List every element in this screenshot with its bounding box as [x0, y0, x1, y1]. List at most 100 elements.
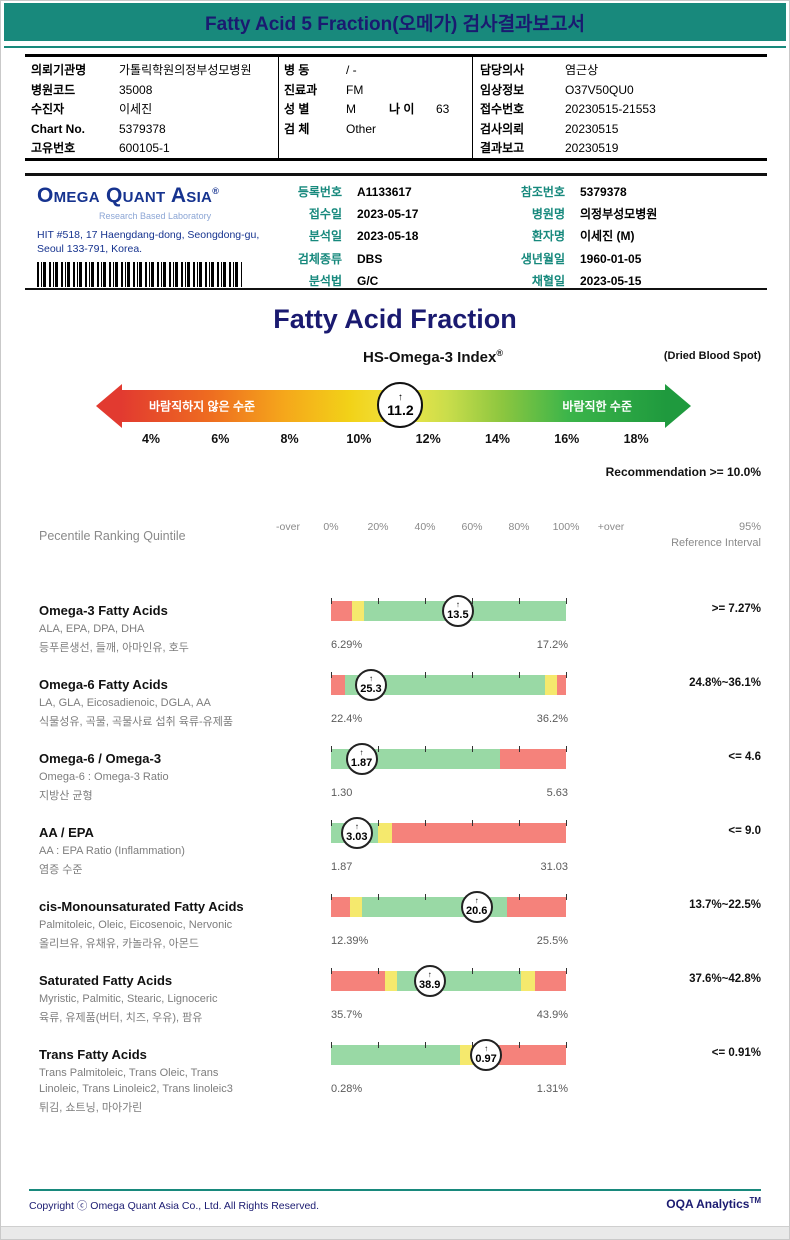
omega3-index-gauge: 바람직하지 않은 수준 바람직한 수준 ↑ 11.2 — [96, 382, 691, 428]
bar-tick — [331, 894, 332, 900]
patient-field-label: 담당의사 — [480, 63, 525, 77]
patient-field-value: / - — [346, 63, 357, 77]
lab-field-label: 환자명 — [531, 229, 565, 244]
range-max: 1.31% — [536, 1083, 568, 1095]
bar-tick — [331, 598, 332, 604]
patient-info-row: 고유번호 600105-1 — [31, 139, 271, 159]
analyte-description: 올리브유, 유채유, 카놀라유, 아몬드 — [39, 938, 200, 950]
bar-tick — [331, 746, 332, 752]
patient-info-row: 결과보고 20230519 — [480, 139, 762, 159]
analyte-components: Myristic, Palmitic, Stearic, Lignoceric — [39, 993, 218, 1005]
marker-value: 3.03 — [346, 831, 368, 843]
patient-info-row: 진료과 FM — [284, 81, 469, 101]
gauge-tick-label: 14% — [484, 432, 511, 446]
value-marker: ↑ 3.03 — [340, 817, 373, 849]
lab-field-value: 의정부성모병원 — [580, 207, 658, 222]
lab-info-row: 분석법 G/C — [280, 270, 418, 292]
gauge-tick-label: 18% — [623, 432, 649, 446]
analyte-components: Palmitoleic, Oleic, Eicosenoic, Nervonic — [39, 919, 233, 931]
patient-info-row: 성 별 M 나 이 63 — [284, 100, 469, 120]
lab-info-middle: 등록번호 A1133617 접수일 2023-05-17 분석일 2023-05-18 검체… — [280, 181, 419, 292]
bar-tick — [519, 672, 520, 678]
lab-field-value: 이세진 (M) — [580, 229, 635, 244]
patient-field-value: 35008 — [119, 82, 153, 97]
gauge-right-arrowhead — [665, 384, 691, 428]
dried-blood-spot-label: (Dried Blood Spot) — [663, 350, 761, 362]
patient-info-table: 의뢰기관명 가톨릭학원의정부성모병원 병원코드 35008 수진자 이세진 Chart No… — [25, 54, 767, 161]
lab-field-value: 2023-05-18 — [357, 229, 419, 244]
bar-tick — [331, 820, 332, 826]
gauge-tick-label: 12% — [415, 432, 441, 446]
analyte-name: Trans Fatty Acids — [39, 1047, 147, 1062]
lab-info-row: 검체종류 DBS — [280, 248, 418, 270]
analyte-row: Omega-6 Fatty Acids LA, GLA, Eicosadienoi… — [1, 669, 789, 749]
patient-field-value: 5379378 — [119, 121, 166, 136]
reference-interval: <= 9.0 — [728, 825, 761, 837]
marker-value: 13.5 — [447, 609, 469, 621]
value-marker: ↑ 1.87 — [345, 743, 378, 775]
marker-arrow-icon: ↑ — [397, 391, 403, 403]
range-max: 43.9% — [536, 1009, 568, 1021]
patient-info-row: Chart No. 5379378 — [31, 120, 271, 140]
lab-info-section: Omega Quant Asia® Research Based Laborat… — [25, 173, 767, 290]
analyte-description: 튀김, 쇼트닝, 마아가린 — [39, 1102, 143, 1114]
registered-mark: ® — [212, 186, 220, 196]
gauge-scale: 4% 6% 8% 10% 12% 14% 16% 18% — [96, 432, 691, 448]
copyright-text: Copyright ⓒ Omega Quant Asia Co., Ltd. A… — [29, 1200, 320, 1212]
lab-field-label: 분석법 — [308, 273, 342, 288]
percentile-scale-label: 100% — [552, 521, 580, 533]
bar-tick — [566, 598, 567, 604]
marker-value: 1.87 — [350, 757, 373, 769]
patient-info-row: 병 동 / - — [284, 61, 469, 81]
marker-arrow-icon: ↑ — [359, 748, 364, 757]
brand-text: OQA Analytics — [666, 1197, 750, 1211]
patient-field-value: 염근상 — [565, 63, 599, 77]
analyte-name: AA / EPA — [39, 825, 94, 840]
bar-tick — [472, 746, 473, 752]
analyte-components: Trans Palmitoleic, Trans Oleic, Trans — [39, 1067, 219, 1079]
gauge-left-label: 바람직하지 않은 수준 — [149, 399, 256, 414]
lab-field-value: G/C — [357, 273, 379, 288]
marker-arrow-icon: ↑ — [474, 896, 479, 905]
report-title: Fatty Acid Fraction — [273, 304, 517, 334]
patient-info-row: 임상정보 O37V50QU0 — [480, 81, 762, 101]
bar-segment-red — [507, 897, 566, 917]
footer-divider — [29, 1189, 761, 1191]
bar-tick — [425, 746, 426, 752]
patient-field-value: 이세진 — [119, 102, 153, 116]
patient-field-label: 진료과 — [284, 82, 318, 97]
analyte-row: Omega-6 / Omega-3 Omega-6 : Omega-3 Ratio… — [1, 743, 789, 823]
lab-info-right: 참조번호 5379378 병원명 의정부성모병원 환자명 이세진 (M) 생년월일 1960-… — [485, 181, 657, 292]
reference-header-line2: Reference Interval — [671, 537, 761, 549]
patient-field-value: Other — [346, 121, 377, 136]
gauge-value-marker: ↑ 11.2 — [377, 382, 424, 428]
lab-field-label: 병원명 — [531, 207, 565, 222]
bar-segment-yellow — [544, 675, 557, 695]
patient-info-row: 접수번호 20230515-21553 — [480, 100, 762, 120]
patient-field-value: 600105-1 — [119, 141, 170, 155]
bar-segment-yellow — [378, 823, 393, 843]
bar-tick — [566, 968, 567, 974]
bar-tick — [566, 1042, 567, 1048]
bar-segment-yellow — [352, 601, 364, 621]
bar-tick — [566, 894, 567, 900]
bar-tick — [472, 968, 473, 974]
analyte-description: 식물성유, 곡물, 곡물사료 섭취 육류-유제품 — [39, 716, 234, 728]
marker-value: 20.6 — [465, 905, 488, 917]
gauge-tick-label: 6% — [211, 432, 230, 446]
value-marker: ↑ 38.9 — [413, 965, 446, 997]
analyte-row: Omega-3 Fatty Acids ALA, EPA, DPA, DHA 등푸른… — [1, 595, 789, 675]
reference-interval: 37.6%~42.8% — [689, 973, 761, 985]
bar-tick — [519, 1042, 520, 1048]
bar-tick — [566, 746, 567, 752]
gauge-tick-label: 4% — [141, 432, 161, 446]
analyte-name: Omega-3 Fatty Acids — [39, 603, 168, 618]
gauge-tick-label: 16% — [554, 432, 580, 446]
bar-tick — [331, 968, 332, 974]
analyte-components: ALA, EPA, DPA, DHA — [39, 623, 145, 635]
bar-tick — [331, 672, 332, 678]
patient-info-row: 검사의뢰 20230515 — [480, 120, 762, 140]
ranking-rows: Omega-3 Fatty Acids ALA, EPA, DPA, DHA 등푸른… — [1, 595, 789, 1145]
lab-field-label: 생년월일 — [520, 251, 565, 266]
gauge-left-arrowhead — [96, 384, 122, 428]
